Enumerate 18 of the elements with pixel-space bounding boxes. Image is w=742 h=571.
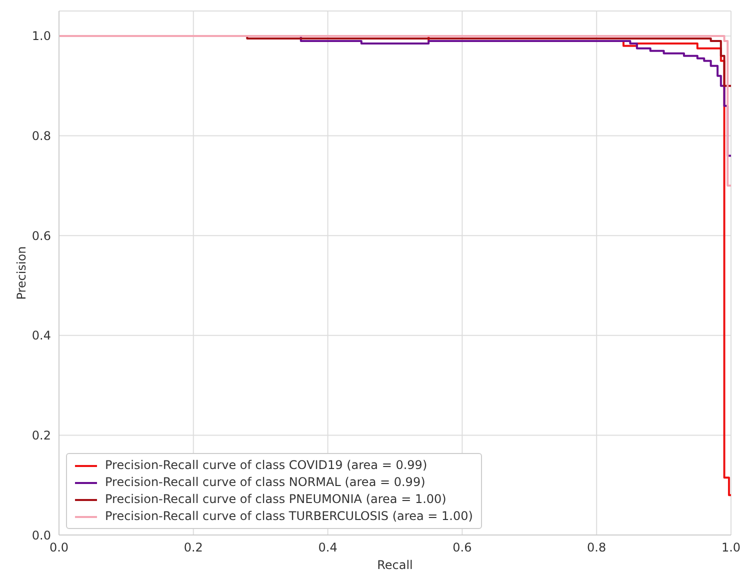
x-tick-label: 0.2 <box>184 540 203 555</box>
x-tick-label: 0.0 <box>49 540 69 555</box>
x-axis-title: Recall <box>377 558 413 571</box>
y-tick-label: 0.4 <box>32 328 51 343</box>
x-tick-label: 0.6 <box>452 540 472 555</box>
legend-label: Precision-Recall curve of class NORMAL (area = 0.99) <box>105 474 426 491</box>
x-tick-label: 1.0 <box>721 540 741 555</box>
y-tick-label: 0.2 <box>32 428 51 442</box>
y-axis-title: Precision <box>14 246 28 300</box>
legend-label: Precision-Recall curve of class TURBERCULOSIS (area = 1.00) <box>105 508 473 525</box>
y-tick-label: 0.8 <box>32 129 51 144</box>
y-tick-label: 0.6 <box>32 228 51 243</box>
x-tick-label: 0.4 <box>318 540 338 555</box>
y-tick-label: 1.0 <box>32 29 51 44</box>
x-tick-label: 0.8 <box>587 540 606 555</box>
legend-label: Precision-Recall curve of class COVID19 (area = 0.99) <box>105 457 428 474</box>
legend-label: Precision-Recall curve of class PNEUMONIA (area = 1.00) <box>105 491 446 508</box>
y-tick-label: 0.0 <box>32 528 51 542</box>
